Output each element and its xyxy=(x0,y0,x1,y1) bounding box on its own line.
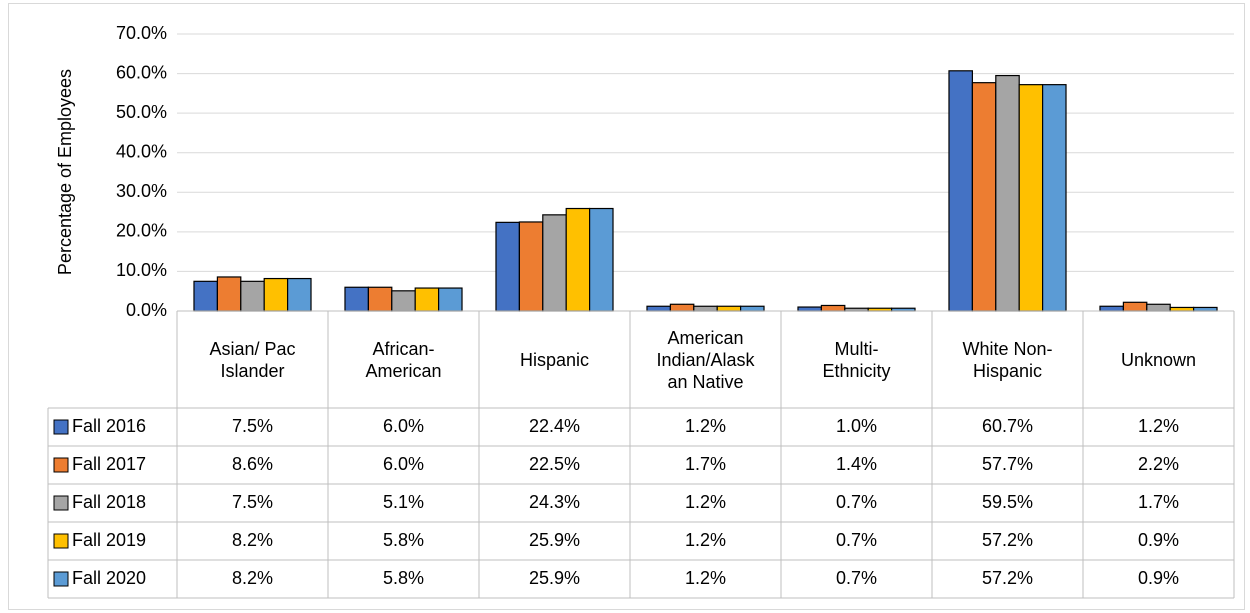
data-label: 8.2% xyxy=(232,530,273,550)
y-tick-label: 70.0% xyxy=(116,23,167,43)
legend-label: Fall 2019 xyxy=(72,530,146,550)
legend-swatch xyxy=(53,419,69,435)
data-label: 22.5% xyxy=(529,454,580,474)
bar xyxy=(542,214,567,312)
data-label: 1.2% xyxy=(1138,416,1179,436)
bar xyxy=(565,207,591,312)
data-label: 24.3% xyxy=(529,492,580,512)
bar xyxy=(287,277,312,312)
bar xyxy=(971,82,997,312)
y-tick-label: 20.0% xyxy=(116,221,167,241)
data-label: 25.9% xyxy=(529,530,580,550)
data-label: 5.8% xyxy=(383,568,424,588)
data-label: 6.0% xyxy=(383,454,424,474)
x-tick-label: American Indian/Alaskan Native xyxy=(656,327,755,392)
legend-swatch xyxy=(53,457,69,473)
x-tick-label: Hispanic xyxy=(519,349,590,370)
bar xyxy=(414,287,440,312)
legend-label: Fall 2016 xyxy=(72,416,146,436)
x-tick-label: Multi-Ethnicity xyxy=(822,338,891,381)
data-label: 1.4% xyxy=(836,454,877,474)
data-label: 5.8% xyxy=(383,530,424,550)
data-label: 8.6% xyxy=(232,454,273,474)
bar xyxy=(344,286,369,312)
data-label: 59.5% xyxy=(982,492,1033,512)
category-cell: Unknown xyxy=(1120,349,1197,370)
bar xyxy=(1018,84,1044,312)
y-tick-label: 60.0% xyxy=(116,62,167,82)
bar xyxy=(216,276,242,312)
y-tick-label: 0.0% xyxy=(126,300,167,320)
legend-swatch xyxy=(53,571,69,587)
data-label: 22.4% xyxy=(529,416,580,436)
category-cell: African-American xyxy=(365,338,442,381)
bar xyxy=(995,74,1020,312)
category-cell: Asian/ Pac Islander xyxy=(209,338,296,381)
bar xyxy=(193,280,218,312)
data-label: 8.2% xyxy=(232,568,273,588)
bar xyxy=(438,287,463,312)
bar xyxy=(589,207,614,312)
data-label: 0.7% xyxy=(836,492,877,512)
category-cell: Multi-Ethnicity xyxy=(822,338,891,381)
bar xyxy=(669,303,695,312)
legend-swatch xyxy=(53,495,69,511)
bar xyxy=(948,70,973,312)
data-label: 5.1% xyxy=(383,492,424,512)
bar xyxy=(1122,301,1148,312)
x-tick-label: African-American xyxy=(365,338,442,381)
y-tick-label: 10.0% xyxy=(116,260,167,280)
data-label: 0.9% xyxy=(1138,568,1179,588)
y-tick-label: 50.0% xyxy=(116,102,167,122)
bar xyxy=(391,290,416,312)
data-label: 7.5% xyxy=(232,492,273,512)
x-tick-label: Unknown xyxy=(1120,349,1197,370)
data-label: 1.2% xyxy=(685,416,726,436)
data-label: 2.2% xyxy=(1138,454,1179,474)
bar xyxy=(240,280,265,312)
data-label: 1.2% xyxy=(685,530,726,550)
y-axis-label: Percentage of Employees xyxy=(55,69,75,275)
data-label: 1.7% xyxy=(1138,492,1179,512)
data-label: 57.7% xyxy=(982,454,1033,474)
legend-swatch xyxy=(53,533,69,549)
category-cell: Hispanic xyxy=(519,349,590,370)
x-tick-label: Asian/ Pac Islander xyxy=(209,338,296,381)
bar xyxy=(495,221,520,312)
data-label: 60.7% xyxy=(982,416,1033,436)
legend-label: Fall 2017 xyxy=(72,454,146,474)
data-label: 25.9% xyxy=(529,568,580,588)
x-tick-label: White Non-Hispanic xyxy=(962,338,1053,381)
bar xyxy=(1146,303,1171,312)
data-label: 0.7% xyxy=(836,568,877,588)
bar xyxy=(518,221,544,312)
data-label: 7.5% xyxy=(232,416,273,436)
data-label: 57.2% xyxy=(982,530,1033,550)
data-label: 57.2% xyxy=(982,568,1033,588)
y-tick-label: 30.0% xyxy=(116,181,167,201)
bar xyxy=(1042,84,1067,312)
category-cell: White Non-Hispanic xyxy=(962,338,1053,381)
chart-border xyxy=(8,3,1245,610)
legend-label: Fall 2018 xyxy=(72,492,146,512)
y-tick-label: 40.0% xyxy=(116,141,167,161)
category-cell: American Indian/Alaskan Native xyxy=(656,327,755,392)
data-label: 6.0% xyxy=(383,416,424,436)
bar xyxy=(263,277,289,312)
data-label: 1.7% xyxy=(685,454,726,474)
data-label: 0.9% xyxy=(1138,530,1179,550)
bar xyxy=(367,286,393,312)
legend-label: Fall 2020 xyxy=(72,568,146,588)
data-label: 0.7% xyxy=(836,530,877,550)
data-label: 1.2% xyxy=(685,492,726,512)
data-label: 1.0% xyxy=(836,416,877,436)
data-label: 1.2% xyxy=(685,568,726,588)
